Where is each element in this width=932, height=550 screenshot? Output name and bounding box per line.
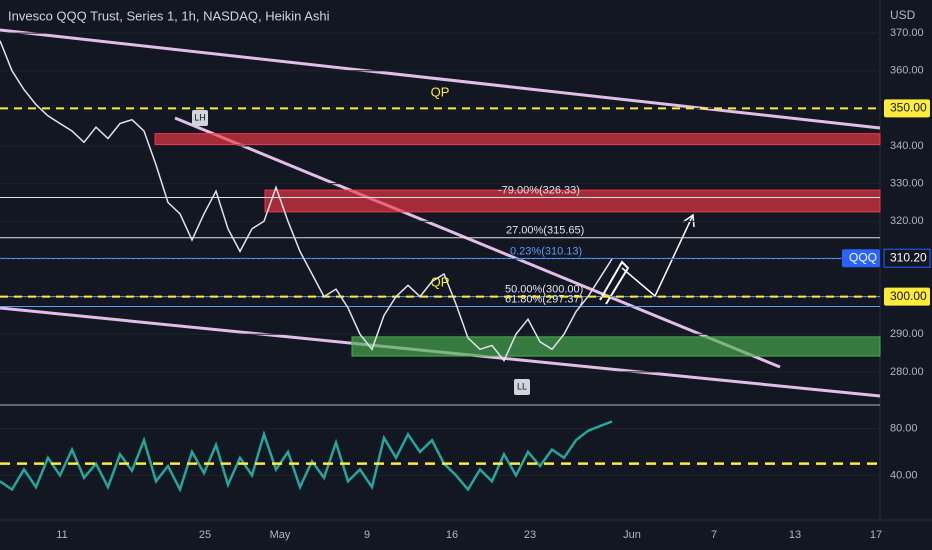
x-tick-label: 17 <box>870 529 882 541</box>
annotation: QP <box>431 84 450 99</box>
fib-label: 50.00%(300.00) <box>505 284 583 296</box>
annotation: QP <box>431 274 450 289</box>
trendline <box>0 28 881 130</box>
x-tick-label: 16 <box>446 529 458 541</box>
price-marker <box>884 287 930 306</box>
y-tick-label: 370.00 <box>890 27 924 39</box>
x-tick-label: 23 <box>524 529 536 541</box>
projection-arrow <box>599 260 630 305</box>
arrow-head <box>682 213 695 228</box>
y-tick-label: 80.00 <box>890 422 918 434</box>
trendline <box>174 116 781 369</box>
price-marker-label: 300.00 <box>890 289 927 303</box>
projection-arrow <box>621 214 694 298</box>
y-tick-label: 290.00 <box>890 328 924 340</box>
x-tick-label: 7 <box>711 529 717 541</box>
fib-label: -79.00%(326.33) <box>498 184 580 196</box>
y-tick-label: 320.00 <box>890 215 924 227</box>
price-marker <box>883 248 931 268</box>
price-marker-label: 350.00 <box>890 101 927 115</box>
annotation-box <box>192 110 208 126</box>
x-tick-label: Jun <box>623 529 641 541</box>
chart-title: Invesco QQQ Trust, Series 1, 1h, NASDAQ,… <box>8 8 330 23</box>
x-tick-label: 25 <box>199 529 211 541</box>
y-tick-label: 40.00 <box>890 469 918 481</box>
price-marker-label: 310.20 <box>890 250 927 264</box>
y-tick-label: 360.00 <box>890 65 924 77</box>
fib-label: 61.80%(297.37) <box>505 293 583 305</box>
y-tick-label: 280.00 <box>890 366 924 378</box>
annotation-box <box>514 379 530 395</box>
zone <box>351 336 881 357</box>
x-tick-label: 13 <box>789 529 801 541</box>
zone <box>264 189 881 213</box>
x-tick-label: 11 <box>56 529 67 541</box>
symbol-label: QQQ <box>849 250 877 264</box>
fib-label: 27.00%(315.65) <box>506 225 584 237</box>
price-marker <box>884 99 930 118</box>
x-tick-label: 9 <box>364 529 370 541</box>
zone <box>154 133 881 146</box>
symbol-marker <box>842 249 880 268</box>
currency: USD <box>890 8 916 22</box>
y-tick-label: 330.00 <box>890 178 924 190</box>
y-tick-label: 340.00 <box>890 140 924 152</box>
fib-label: 0.23%(310.13) <box>510 245 582 257</box>
price-line <box>0 40 613 363</box>
annotation: LL <box>517 381 527 391</box>
annotation: LH <box>194 112 206 122</box>
x-tick-label: May <box>270 529 291 541</box>
